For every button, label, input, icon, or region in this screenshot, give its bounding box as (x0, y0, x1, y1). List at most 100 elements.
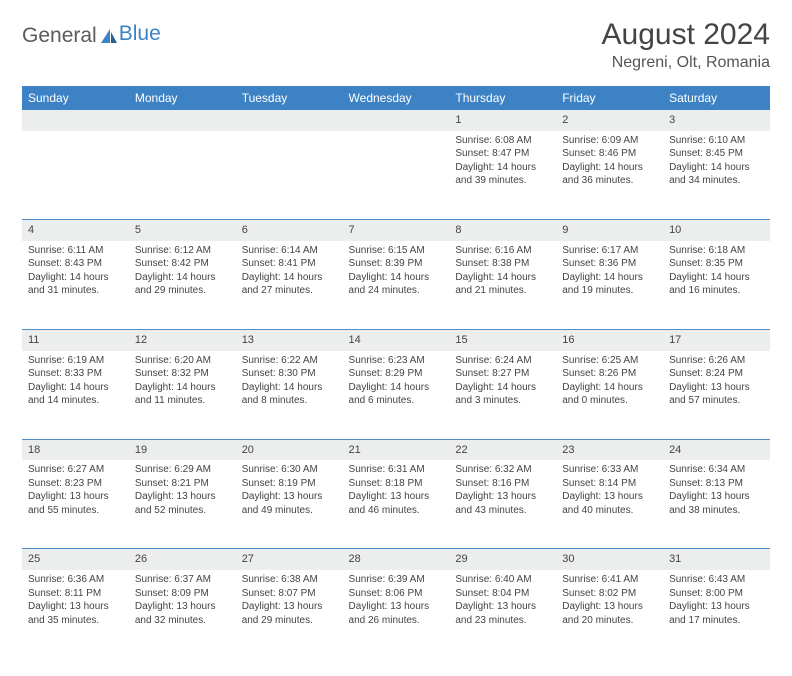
day-details: Sunrise: 6:32 AMSunset: 8:16 PMDaylight:… (449, 460, 556, 523)
daylight-line: Daylight: 14 hours and 8 minutes. (242, 381, 337, 408)
day-number (236, 110, 343, 131)
day-details: Sunrise: 6:39 AMSunset: 8:06 PMDaylight:… (343, 570, 450, 633)
day-details: Sunrise: 6:17 AMSunset: 8:36 PMDaylight:… (556, 241, 663, 304)
daylight-line: Daylight: 14 hours and 39 minutes. (455, 161, 550, 188)
sunset-line: Sunset: 8:04 PM (455, 587, 550, 601)
day-number: 31 (663, 549, 770, 570)
day-cell: Sunrise: 6:41 AMSunset: 8:02 PMDaylight:… (556, 570, 663, 658)
day-number: 3 (663, 110, 770, 131)
sunrise-line: Sunrise: 6:10 AM (669, 134, 764, 148)
daylight-line: Daylight: 13 hours and 43 minutes. (455, 490, 550, 517)
sunset-line: Sunset: 8:14 PM (562, 477, 657, 491)
sunset-line: Sunset: 8:19 PM (242, 477, 337, 491)
day-cell: Sunrise: 6:17 AMSunset: 8:36 PMDaylight:… (556, 241, 663, 329)
daynum-cell: 15 (449, 330, 556, 351)
daynum-cell: 10 (663, 220, 770, 241)
sunrise-line: Sunrise: 6:31 AM (349, 463, 444, 477)
daynum-row: 11121314151617 (22, 330, 770, 351)
day-details: Sunrise: 6:19 AMSunset: 8:33 PMDaylight:… (22, 351, 129, 414)
daylight-line: Daylight: 13 hours and 20 minutes. (562, 600, 657, 627)
day-number: 12 (129, 330, 236, 351)
daynum-cell: 16 (556, 330, 663, 351)
sunrise-line: Sunrise: 6:08 AM (455, 134, 550, 148)
day-details: Sunrise: 6:27 AMSunset: 8:23 PMDaylight:… (22, 460, 129, 523)
daynum-cell: 14 (343, 330, 450, 351)
daylight-line: Daylight: 13 hours and 23 minutes. (455, 600, 550, 627)
weekday-header-row: SundayMondayTuesdayWednesdayThursdayFrid… (22, 86, 770, 110)
daylight-line: Daylight: 13 hours and 29 minutes. (242, 600, 337, 627)
sunrise-line: Sunrise: 6:37 AM (135, 573, 230, 587)
day-cell (22, 131, 129, 219)
weekday-header: Saturday (663, 86, 770, 110)
daynum-row: 45678910 (22, 220, 770, 241)
daynum-cell: 24 (663, 440, 770, 461)
daynum-cell: 12 (129, 330, 236, 351)
week-separator (22, 548, 770, 549)
sunset-line: Sunset: 8:29 PM (349, 367, 444, 381)
day-cell: Sunrise: 6:33 AMSunset: 8:14 PMDaylight:… (556, 460, 663, 548)
daylight-line: Daylight: 13 hours and 26 minutes. (349, 600, 444, 627)
day-number: 13 (236, 330, 343, 351)
day-details: Sunrise: 6:26 AMSunset: 8:24 PMDaylight:… (663, 351, 770, 414)
day-cell: Sunrise: 6:23 AMSunset: 8:29 PMDaylight:… (343, 351, 450, 439)
week-separator (22, 439, 770, 440)
day-cell: Sunrise: 6:18 AMSunset: 8:35 PMDaylight:… (663, 241, 770, 329)
day-cell: Sunrise: 6:19 AMSunset: 8:33 PMDaylight:… (22, 351, 129, 439)
sunrise-line: Sunrise: 6:26 AM (669, 354, 764, 368)
day-number: 21 (343, 440, 450, 461)
daylight-line: Daylight: 14 hours and 11 minutes. (135, 381, 230, 408)
sunset-line: Sunset: 8:18 PM (349, 477, 444, 491)
day-details: Sunrise: 6:11 AMSunset: 8:43 PMDaylight:… (22, 241, 129, 304)
sunset-line: Sunset: 8:16 PM (455, 477, 550, 491)
day-number: 18 (22, 440, 129, 461)
day-number: 5 (129, 220, 236, 241)
daynum-cell: 17 (663, 330, 770, 351)
sunrise-line: Sunrise: 6:20 AM (135, 354, 230, 368)
sunrise-line: Sunrise: 6:34 AM (669, 463, 764, 477)
day-number (129, 110, 236, 131)
day-cell: Sunrise: 6:39 AMSunset: 8:06 PMDaylight:… (343, 570, 450, 658)
sunset-line: Sunset: 8:24 PM (669, 367, 764, 381)
sunrise-line: Sunrise: 6:22 AM (242, 354, 337, 368)
sunset-line: Sunset: 8:45 PM (669, 147, 764, 161)
day-cell: Sunrise: 6:40 AMSunset: 8:04 PMDaylight:… (449, 570, 556, 658)
sunset-line: Sunset: 8:02 PM (562, 587, 657, 601)
sunrise-line: Sunrise: 6:25 AM (562, 354, 657, 368)
day-number: 17 (663, 330, 770, 351)
sunrise-line: Sunrise: 6:17 AM (562, 244, 657, 258)
day-number: 8 (449, 220, 556, 241)
daynum-row: 123 (22, 110, 770, 131)
daynum-cell: 22 (449, 440, 556, 461)
day-number: 15 (449, 330, 556, 351)
day-cell: Sunrise: 6:15 AMSunset: 8:39 PMDaylight:… (343, 241, 450, 329)
day-cell: Sunrise: 6:10 AMSunset: 8:45 PMDaylight:… (663, 131, 770, 219)
week-row: Sunrise: 6:27 AMSunset: 8:23 PMDaylight:… (22, 460, 770, 548)
day-details: Sunrise: 6:15 AMSunset: 8:39 PMDaylight:… (343, 241, 450, 304)
day-cell: Sunrise: 6:22 AMSunset: 8:30 PMDaylight:… (236, 351, 343, 439)
sunset-line: Sunset: 8:13 PM (669, 477, 764, 491)
sunrise-line: Sunrise: 6:18 AM (669, 244, 764, 258)
day-cell: Sunrise: 6:20 AMSunset: 8:32 PMDaylight:… (129, 351, 236, 439)
day-cell: Sunrise: 6:38 AMSunset: 8:07 PMDaylight:… (236, 570, 343, 658)
daylight-line: Daylight: 14 hours and 14 minutes. (28, 381, 123, 408)
daylight-line: Daylight: 14 hours and 0 minutes. (562, 381, 657, 408)
day-cell: Sunrise: 6:12 AMSunset: 8:42 PMDaylight:… (129, 241, 236, 329)
page-title: August 2024 (602, 18, 770, 52)
daynum-cell: 11 (22, 330, 129, 351)
sunset-line: Sunset: 8:35 PM (669, 257, 764, 271)
day-details: Sunrise: 6:33 AMSunset: 8:14 PMDaylight:… (556, 460, 663, 523)
daylight-line: Daylight: 13 hours and 17 minutes. (669, 600, 764, 627)
daynum-cell: 27 (236, 549, 343, 570)
day-details: Sunrise: 6:41 AMSunset: 8:02 PMDaylight:… (556, 570, 663, 633)
daynum-cell: 3 (663, 110, 770, 131)
daynum-cell: 26 (129, 549, 236, 570)
day-cell: Sunrise: 6:27 AMSunset: 8:23 PMDaylight:… (22, 460, 129, 548)
day-number: 22 (449, 440, 556, 461)
title-block: August 2024 Negreni, Olt, Romania (602, 18, 770, 72)
sunset-line: Sunset: 8:07 PM (242, 587, 337, 601)
day-number: 6 (236, 220, 343, 241)
weekday-header: Thursday (449, 86, 556, 110)
daynum-cell: 20 (236, 440, 343, 461)
daynum-row: 18192021222324 (22, 440, 770, 461)
day-cell: Sunrise: 6:30 AMSunset: 8:19 PMDaylight:… (236, 460, 343, 548)
